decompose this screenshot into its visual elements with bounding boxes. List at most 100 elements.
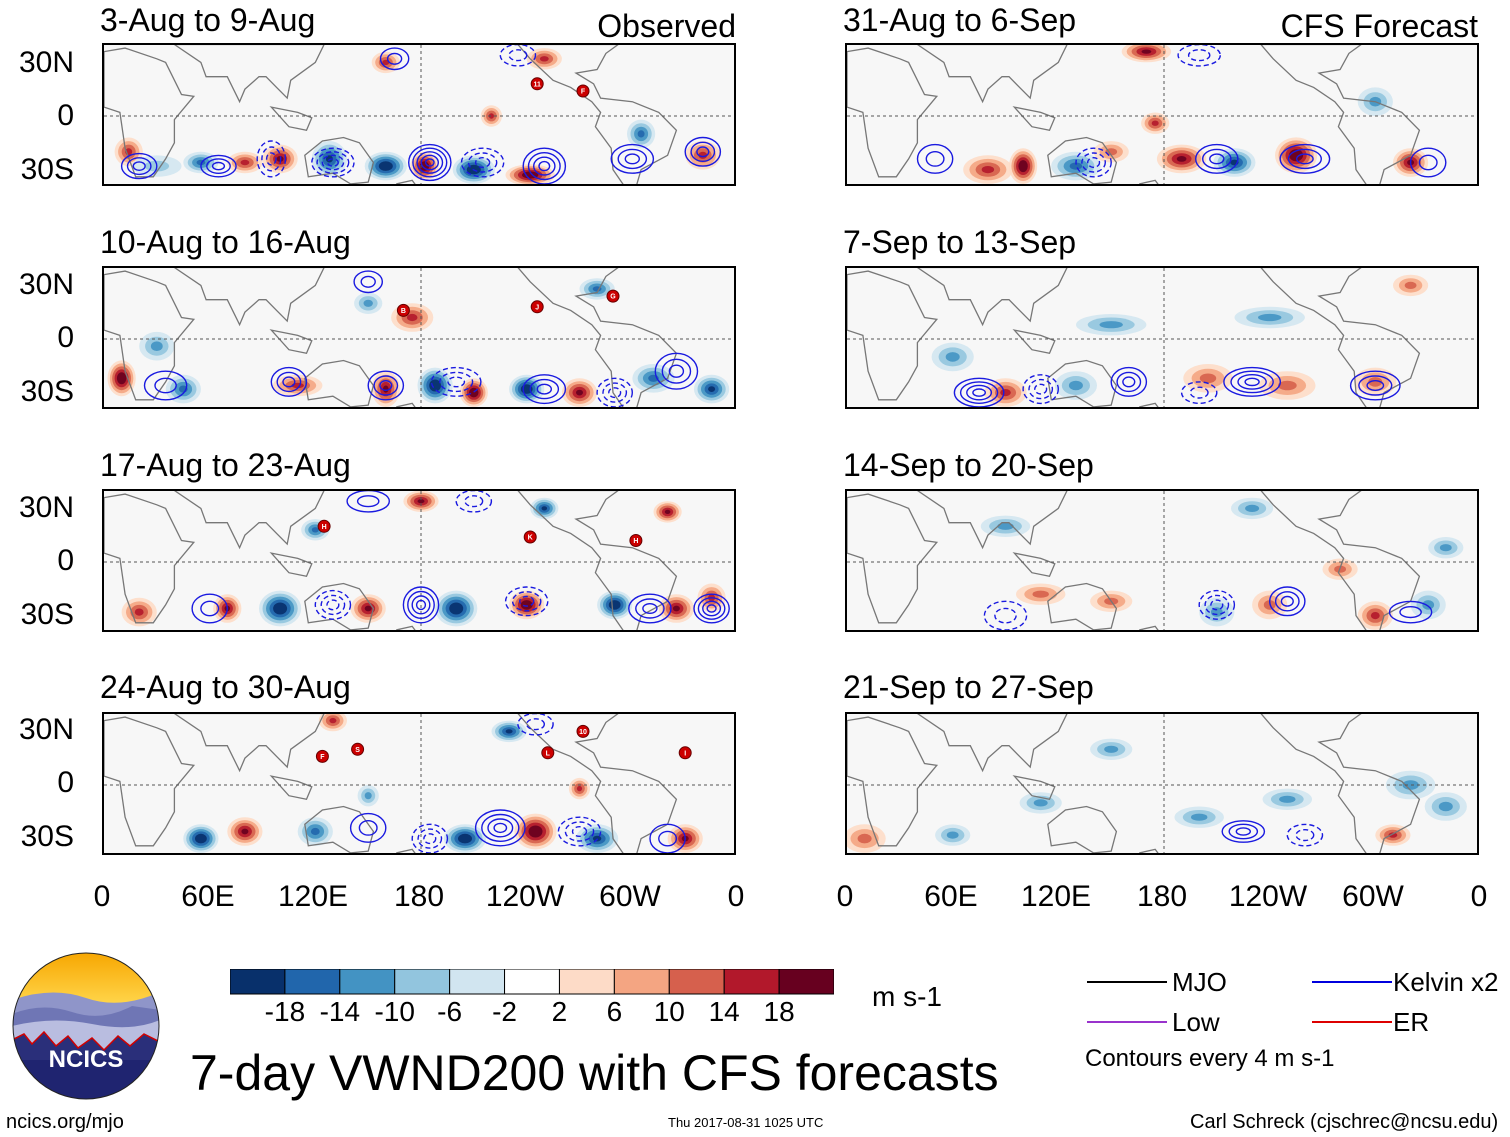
wind-anomaly [310, 827, 320, 836]
wind-anomaly [608, 600, 621, 610]
kelvin-contour [1349, 370, 1401, 401]
kelvin-contour [460, 147, 505, 178]
coastline [396, 402, 416, 407]
wind-anomaly [273, 602, 288, 615]
kelvin-contour [684, 136, 722, 167]
colorbar-tick-label: 18 [763, 996, 795, 1027]
lon-label: 180 [393, 880, 445, 913]
kelvin-contour [532, 156, 556, 176]
kelvin-contour [517, 714, 554, 736]
colorbar-swatch [284, 968, 341, 995]
kelvin-contour [447, 376, 466, 388]
storm-marker-icon [678, 746, 692, 760]
panel-title-obs-3: 17-Aug to 23-Aug [100, 447, 351, 483]
kelvin-contour [1237, 374, 1267, 390]
kelvin-contour [265, 152, 277, 166]
wind-anomaly [378, 161, 393, 171]
coastline [1047, 582, 1118, 630]
wind-anomaly [505, 729, 513, 734]
footer-url[interactable]: ncics.org/mjo [6, 1111, 124, 1133]
map-panel-fc-4 [845, 712, 1479, 855]
kelvin-contour [373, 375, 399, 396]
kelvin-contour [571, 825, 588, 837]
wind-anomaly [419, 161, 430, 171]
coastline [104, 47, 196, 178]
kelvin-contour [346, 491, 390, 513]
lat-label: 30N [18, 46, 74, 79]
colorbar-tick-label: 10 [653, 996, 685, 1027]
storm-marker-label: I [684, 750, 686, 757]
kelvin-contour [1087, 156, 1101, 168]
wind-anomaly [637, 130, 645, 138]
kelvin-contour [1081, 152, 1107, 173]
storm-marker-icon [351, 742, 365, 756]
coastline [269, 329, 313, 355]
wind-anomaly [1069, 162, 1083, 170]
coastline [847, 270, 939, 401]
kelvin-contour [596, 377, 633, 407]
wind-anomaly [311, 527, 319, 533]
wind-anomaly [541, 506, 548, 511]
kelvin-contour [353, 270, 384, 294]
lon-label: 0 [727, 880, 745, 913]
kelvin-contour [420, 154, 439, 171]
lon-label: 180 [1136, 880, 1188, 913]
kelvin-contour [1194, 143, 1239, 174]
colorbar-tick-label: -14 [319, 996, 361, 1027]
panel-title-fc-3: 14-Sep to 20-Sep [843, 447, 1094, 483]
kelvin-contour [430, 366, 482, 397]
wind-anomaly [1388, 832, 1398, 838]
kelvin-contour [474, 156, 491, 168]
coastline [847, 47, 939, 178]
wind-anomaly [449, 602, 464, 615]
wind-anomaly [1176, 156, 1187, 162]
wind-anomaly [363, 299, 373, 307]
colorbar-swatch [339, 968, 396, 995]
coastline [1139, 179, 1159, 184]
kelvin-contour [649, 823, 686, 853]
wind-anomaly [1032, 590, 1049, 598]
kelvin-contour [706, 604, 717, 613]
kelvin-contour [508, 49, 528, 62]
kelvin-contour [126, 157, 152, 176]
colorbar-tick-label: -10 [374, 996, 415, 1027]
wind-anomaly [417, 499, 425, 504]
wind-anomaly [406, 313, 418, 322]
map-panel-fc-1 [845, 43, 1479, 186]
legend-line-er [1312, 1021, 1392, 1023]
colorbar-swatch [668, 968, 725, 995]
map-panel-obs-1: 11 F [102, 43, 736, 186]
kelvin-contour [526, 718, 546, 731]
kelvin-contour [321, 154, 345, 171]
wind-anomaly [576, 785, 583, 792]
kelvin-contour [654, 352, 699, 390]
coastline [1260, 714, 1421, 853]
kelvin-contour [423, 833, 437, 845]
kelvin-contour [386, 52, 403, 65]
coastline [916, 714, 1068, 773]
kelvin-contour [1409, 147, 1447, 178]
map-background [104, 491, 734, 630]
kelvin-contour [966, 384, 993, 401]
kelvin-contour [617, 148, 648, 170]
storm-marker-label: L [546, 750, 551, 757]
storm-marker-icon [530, 77, 544, 91]
storm-marker-label: S [355, 747, 360, 754]
storm-marker-label: 11 [533, 81, 541, 88]
lon-label: 60W [1342, 880, 1404, 913]
coastline [916, 491, 1068, 550]
kelvin-contour [481, 813, 520, 842]
storm-marker-label: H [322, 524, 327, 531]
kelvin-contour [1280, 595, 1294, 607]
kelvin-contour [412, 147, 448, 178]
coastline [104, 493, 196, 624]
kelvin-contour [953, 377, 1005, 407]
kelvin-contour [527, 151, 561, 181]
footer-timestamp: Thu 2017-08-31 1025 UTC [668, 1115, 824, 1130]
kelvin-contour [200, 154, 237, 178]
kelvin-contour [1223, 366, 1281, 397]
kelvin-contour [261, 146, 282, 172]
coastline [173, 45, 325, 104]
kelvin-contour [316, 151, 350, 174]
wind-anomaly [1402, 780, 1419, 790]
